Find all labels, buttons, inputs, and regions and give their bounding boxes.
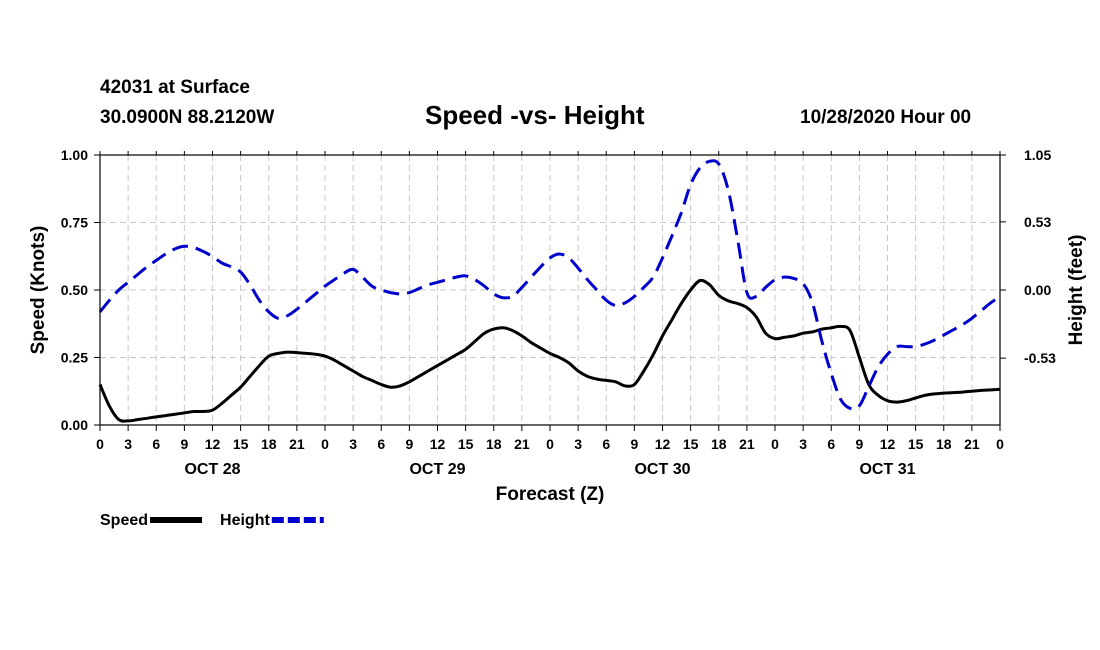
x-axis-label: Forecast (Z): [496, 484, 605, 505]
x-day-label: OCT 29: [409, 461, 465, 478]
x-tick-label: 3: [574, 436, 582, 452]
y-tick-label-left: 0.00: [61, 417, 88, 433]
x-day-label: OCT 30: [634, 461, 690, 478]
legend: Speed Height: [100, 512, 324, 529]
x-tick-label: 21: [514, 436, 530, 452]
x-tick-label: 15: [458, 436, 474, 452]
x-tick-label: 6: [152, 436, 160, 452]
x-tick-label: 3: [799, 436, 807, 452]
x-tick-label: 18: [711, 436, 727, 452]
y-tick-label-right: 1.05: [1024, 147, 1051, 163]
x-tick-label: 3: [349, 436, 357, 452]
series-line-height: [98, 159, 1001, 411]
x-tick-label: 12: [430, 436, 446, 452]
y-tick-label-left: 0.25: [61, 350, 88, 366]
legend-label-speed: Speed: [100, 512, 148, 529]
y-axis-label-right: Height (feet): [1066, 235, 1087, 346]
plot-frame: [99, 154, 1001, 426]
x-tick-label: 0: [321, 436, 329, 452]
x-tick-label: 9: [630, 436, 638, 452]
run-time-label: 10/28/2020 Hour 00: [800, 107, 972, 128]
x-tick-label: 21: [964, 436, 980, 452]
x-tick-label: 0: [996, 436, 1004, 452]
x-tick-label: 9: [405, 436, 413, 452]
x-tick-label: 21: [739, 436, 755, 452]
y-tick-label-right: -0.53: [1024, 350, 1056, 366]
y-tick-label-right: 0.53: [1024, 214, 1051, 230]
y-tick-label-left: 1.00: [61, 147, 88, 163]
x-tick-label: 18: [936, 436, 952, 452]
x-day-label: OCT 31: [859, 461, 915, 478]
y-tick-label-left: 0.50: [61, 282, 88, 298]
series: [98, 159, 1001, 423]
chart-title: Speed -vs- Height: [425, 100, 645, 130]
x-tick-label: 21: [289, 436, 305, 452]
x-tick-label: 18: [486, 436, 502, 452]
x-tick-label: 18: [261, 436, 277, 452]
x-tick-label: 0: [546, 436, 554, 452]
y-tick-label-left: 0.75: [61, 215, 88, 231]
axes: 0 3 6 9 12 15 18 21 0 3 6 9 12 15 18 21 0 3 6 9 12 15 18 21 0 3 6 9…: [61, 147, 1056, 478]
x-tick-label: 6: [602, 436, 610, 452]
x-tick-label: 6: [377, 436, 385, 452]
x-tick-label: 15: [908, 436, 924, 452]
x-tick-label: 9: [180, 436, 188, 452]
x-tick-label: 12: [205, 436, 221, 452]
x-tick-label: 3: [124, 436, 132, 452]
x-tick-label: 9: [855, 436, 863, 452]
grid: [100, 155, 1000, 425]
x-tick-label: 6: [827, 436, 835, 452]
legend-label-height: Height: [220, 512, 270, 529]
series-line-speed: [98, 278, 1001, 423]
y-axis-label-left: Speed (Knots): [28, 226, 49, 355]
x-tick-label: 15: [233, 436, 249, 452]
x-tick-label: 12: [880, 436, 896, 452]
x-tick-label: 0: [96, 436, 104, 452]
x-tick-label: 0: [771, 436, 779, 452]
coordinates-label: 30.0900N 88.2120W: [100, 107, 275, 128]
x-tick-label: 15: [683, 436, 699, 452]
x-day-label: OCT 28: [184, 461, 240, 478]
station-label: 42031 at Surface: [100, 77, 250, 98]
x-tick-label: 12: [655, 436, 671, 452]
y-tick-label-right: 0.00: [1024, 282, 1051, 298]
